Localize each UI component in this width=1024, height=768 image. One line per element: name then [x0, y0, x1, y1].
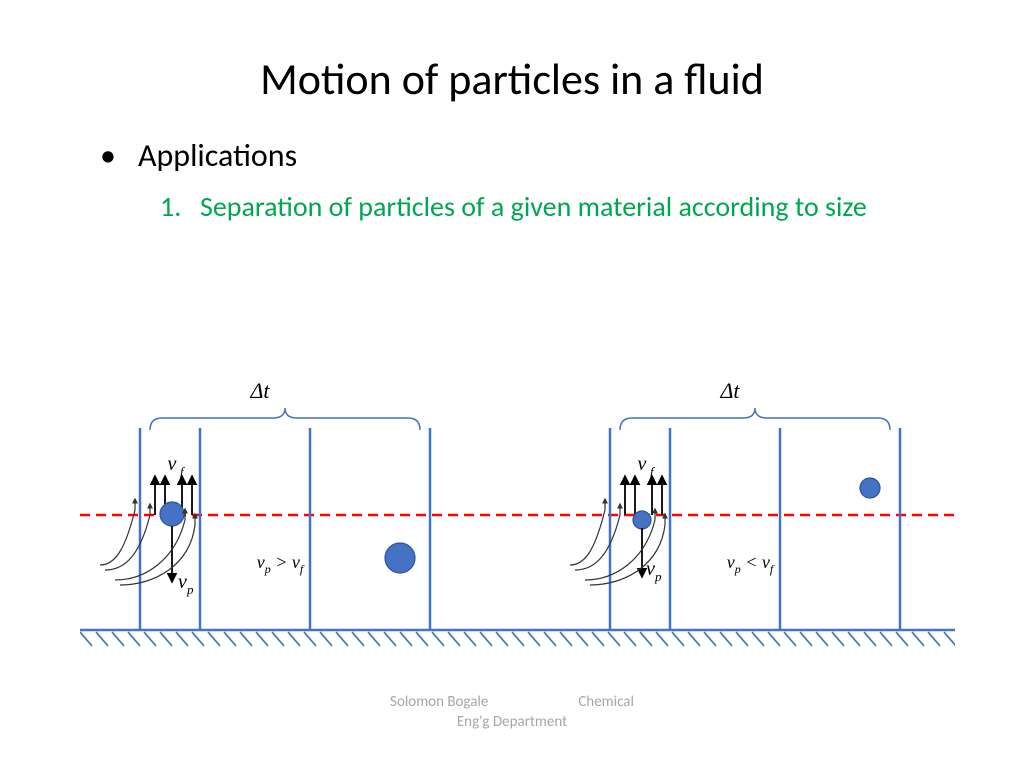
numbered-item-1: 1.Separation of particles of a given mat… [160, 189, 1024, 225]
svg-text:v: v [168, 453, 177, 475]
slide-title: Motion of particles in a fluid [0, 0, 1024, 106]
svg-text:v: v [646, 558, 655, 580]
svg-text:v: v [178, 571, 187, 593]
footer-line2: Eng'g Department [457, 713, 567, 731]
svg-text:Δt: Δt [249, 378, 270, 403]
footer-line1: Solomon BogaleChemical [390, 693, 634, 711]
svg-text:Δt: Δt [719, 378, 740, 403]
slide-footer: Solomon BogaleChemical Eng'g Department [0, 693, 1024, 732]
svg-text:vp > vf: vp > vf [257, 552, 305, 576]
svg-text:f: f [180, 464, 186, 479]
separation-diagram: Δtvfvpvp > vfΔtvfvpvp < vf [80, 370, 955, 660]
svg-text:p: p [186, 582, 194, 597]
svg-text:vp < vf: vp < vf [727, 552, 775, 576]
bullet-applications: Applications [100, 136, 1024, 175]
svg-text:v: v [638, 453, 647, 475]
svg-text:f: f [650, 464, 656, 479]
numbered-num: 1. [160, 189, 200, 225]
svg-text:p: p [654, 569, 662, 584]
numbered-text: Separation of particles of a given mater… [200, 189, 867, 224]
